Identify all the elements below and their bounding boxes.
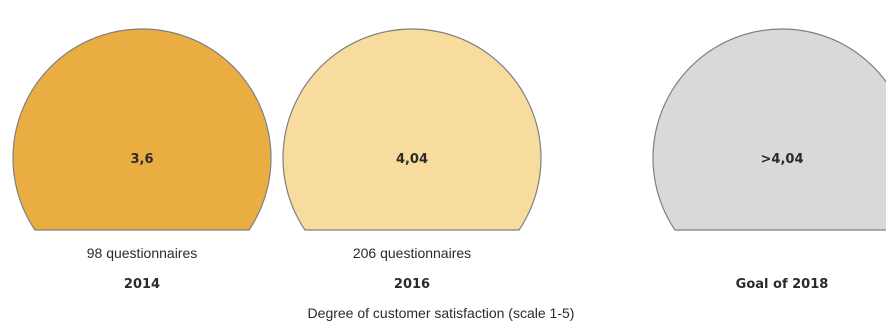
questionnaire-count-label: 206 questionnaires <box>353 245 471 261</box>
shape-2014 <box>12 28 272 231</box>
category-label: 2016 <box>394 277 430 292</box>
value-label: 4,04 <box>396 152 428 167</box>
shapes-layer <box>12 28 886 231</box>
value-label: 3,6 <box>130 152 153 167</box>
category-label: 2014 <box>124 277 160 292</box>
x-axis-label: Degree of customer satisfaction (scale 1… <box>308 305 575 321</box>
value-label: >4,04 <box>761 152 804 167</box>
shape-goal-of-2018 <box>652 28 886 231</box>
labels-layer: 3,6 98 questionnaires 2014 4,04 206 question… <box>87 152 829 292</box>
questionnaire-count-label: 98 questionnaires <box>87 245 198 261</box>
shape-2016 <box>282 28 542 231</box>
category-label: Goal of 2018 <box>736 277 829 292</box>
